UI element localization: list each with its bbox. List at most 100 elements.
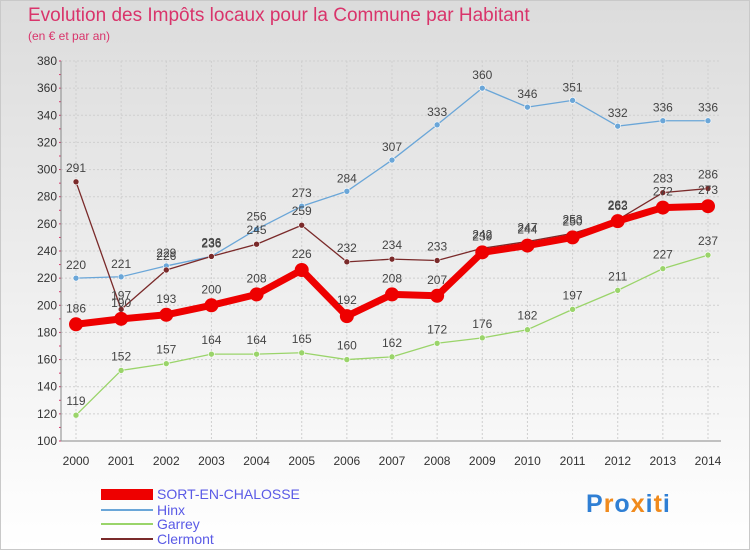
y-tick-label: 140 xyxy=(37,380,57,394)
data-point-garrey xyxy=(433,339,441,347)
data-label-hinx: 273 xyxy=(292,186,312,200)
x-tick-label: 2000 xyxy=(63,454,90,468)
data-label-clermont: 242 xyxy=(472,227,492,241)
x-tick-label: 2005 xyxy=(288,454,315,468)
data-point-garrey xyxy=(343,356,351,363)
data-label-garrey: 176 xyxy=(472,317,492,331)
data-point-garrey xyxy=(72,411,80,419)
x-tick-label: 2014 xyxy=(695,454,722,468)
data-point-clermont xyxy=(433,257,441,264)
data-label-hinx: 221 xyxy=(111,257,131,271)
data-point-garrey xyxy=(478,334,486,342)
data-label-sort-en-chalosse: 262 xyxy=(608,198,628,212)
data-label-clermont: 245 xyxy=(247,223,267,237)
data-label-sort-en-chalosse: 208 xyxy=(247,271,267,285)
data-point-sort-en-chalosse xyxy=(385,287,399,302)
data-label-clermont: 253 xyxy=(563,212,583,226)
data-point-clermont xyxy=(704,185,712,192)
data-label-hinx: 336 xyxy=(698,101,718,115)
data-label-garrey: 164 xyxy=(201,333,221,347)
data-point-garrey xyxy=(659,265,667,272)
data-point-hinx xyxy=(298,202,306,210)
y-tick-label: 220 xyxy=(37,271,57,285)
data-point-hinx xyxy=(478,84,486,92)
data-label-garrey: 152 xyxy=(111,349,131,363)
legend-item-sort-en-chalosse: SORT-EN-CHALOSSE xyxy=(101,486,300,502)
legend-item-clermont: Clermont xyxy=(101,531,214,547)
data-point-garrey xyxy=(117,367,125,374)
data-label-garrey: 119 xyxy=(66,394,85,408)
data-point-sort-en-chalosse xyxy=(430,288,445,303)
logo-letter: i xyxy=(645,490,654,518)
y-tick-label: 300 xyxy=(37,163,57,177)
data-point-sort-en-chalosse xyxy=(565,230,580,245)
data-point-hinx xyxy=(253,225,260,233)
data-label-hinx: 360 xyxy=(472,68,492,82)
data-label-garrey: 157 xyxy=(156,343,176,357)
data-label-garrey: 237 xyxy=(698,234,718,248)
data-label-sort-en-chalosse: 239 xyxy=(472,229,492,243)
x-tick-label: 2003 xyxy=(198,454,225,468)
legend-label-garrey: Garrey xyxy=(157,516,200,532)
y-tick-label: 320 xyxy=(37,135,57,149)
logo-letter: r xyxy=(603,490,615,518)
data-label-clermont: 236 xyxy=(201,235,221,249)
data-label-hinx: 332 xyxy=(608,106,628,120)
data-point-clermont xyxy=(72,178,80,186)
data-label-clermont: 286 xyxy=(698,168,718,182)
data-label-hinx: 236 xyxy=(201,236,221,250)
data-point-hinx xyxy=(704,117,712,125)
legend-item-hinx: Hinx xyxy=(101,502,186,518)
data-label-sort-en-chalosse: 208 xyxy=(382,271,402,285)
data-point-sort-en-chalosse xyxy=(610,214,625,229)
data-point-hinx xyxy=(388,156,396,164)
data-label-hinx: 284 xyxy=(337,171,357,185)
data-point-hinx xyxy=(343,187,351,195)
data-point-sort-en-chalosse xyxy=(159,307,174,322)
data-point-garrey xyxy=(162,360,170,367)
legend-label-hinx: Hinx xyxy=(157,502,186,518)
data-label-garrey: 227 xyxy=(653,248,673,262)
data-point-garrey xyxy=(704,251,712,259)
data-point-sort-en-chalosse xyxy=(249,287,264,302)
data-label-garrey: 197 xyxy=(563,288,583,302)
data-label-sort-en-chalosse: 192 xyxy=(337,293,357,307)
data-point-garrey xyxy=(253,350,260,358)
data-point-sort-en-chalosse xyxy=(701,199,715,214)
chart-title: Evolution des Impôts locaux pour la Comm… xyxy=(28,5,530,26)
data-label-garrey: 172 xyxy=(427,322,447,336)
data-label-hinx: 346 xyxy=(517,87,537,101)
data-label-clermont: 226 xyxy=(156,249,176,263)
y-tick-label: 340 xyxy=(37,108,57,122)
data-point-clermont xyxy=(388,255,396,263)
data-point-hinx xyxy=(433,121,441,129)
legend-swatch-hinx xyxy=(101,509,153,511)
x-tick-label: 2001 xyxy=(108,454,135,468)
logo-letter: o xyxy=(614,490,631,518)
data-label-sort-en-chalosse: 250 xyxy=(563,214,583,228)
data-point-sort-en-chalosse xyxy=(520,238,535,253)
data-label-sort-en-chalosse: 226 xyxy=(292,247,312,261)
data-point-clermont xyxy=(208,253,215,260)
data-point-hinx xyxy=(614,122,622,130)
data-label-hinx: 333 xyxy=(427,105,447,119)
data-label-garrey: 182 xyxy=(517,309,537,323)
data-point-hinx xyxy=(72,274,80,282)
x-tick-label: 2013 xyxy=(650,454,677,468)
logo-letter: P xyxy=(586,490,604,518)
data-label-hinx: 220 xyxy=(66,258,86,272)
data-label-clermont: 247 xyxy=(517,221,537,235)
logo-letter: t xyxy=(653,490,663,518)
data-point-hinx xyxy=(569,97,576,104)
data-point-garrey xyxy=(388,353,396,361)
logo-letter: i xyxy=(662,490,671,518)
proxiti-logo: Proxiti xyxy=(586,490,671,519)
data-point-clermont xyxy=(253,240,260,248)
data-label-hinx: 336 xyxy=(653,101,673,115)
data-label-garrey: 165 xyxy=(292,332,312,346)
x-tick-label: 2010 xyxy=(514,454,541,468)
data-label-clermont: 263 xyxy=(608,199,628,213)
data-label-sort-en-chalosse: 186 xyxy=(66,301,86,315)
chart-subtitle: (en € et par an) xyxy=(28,29,111,43)
